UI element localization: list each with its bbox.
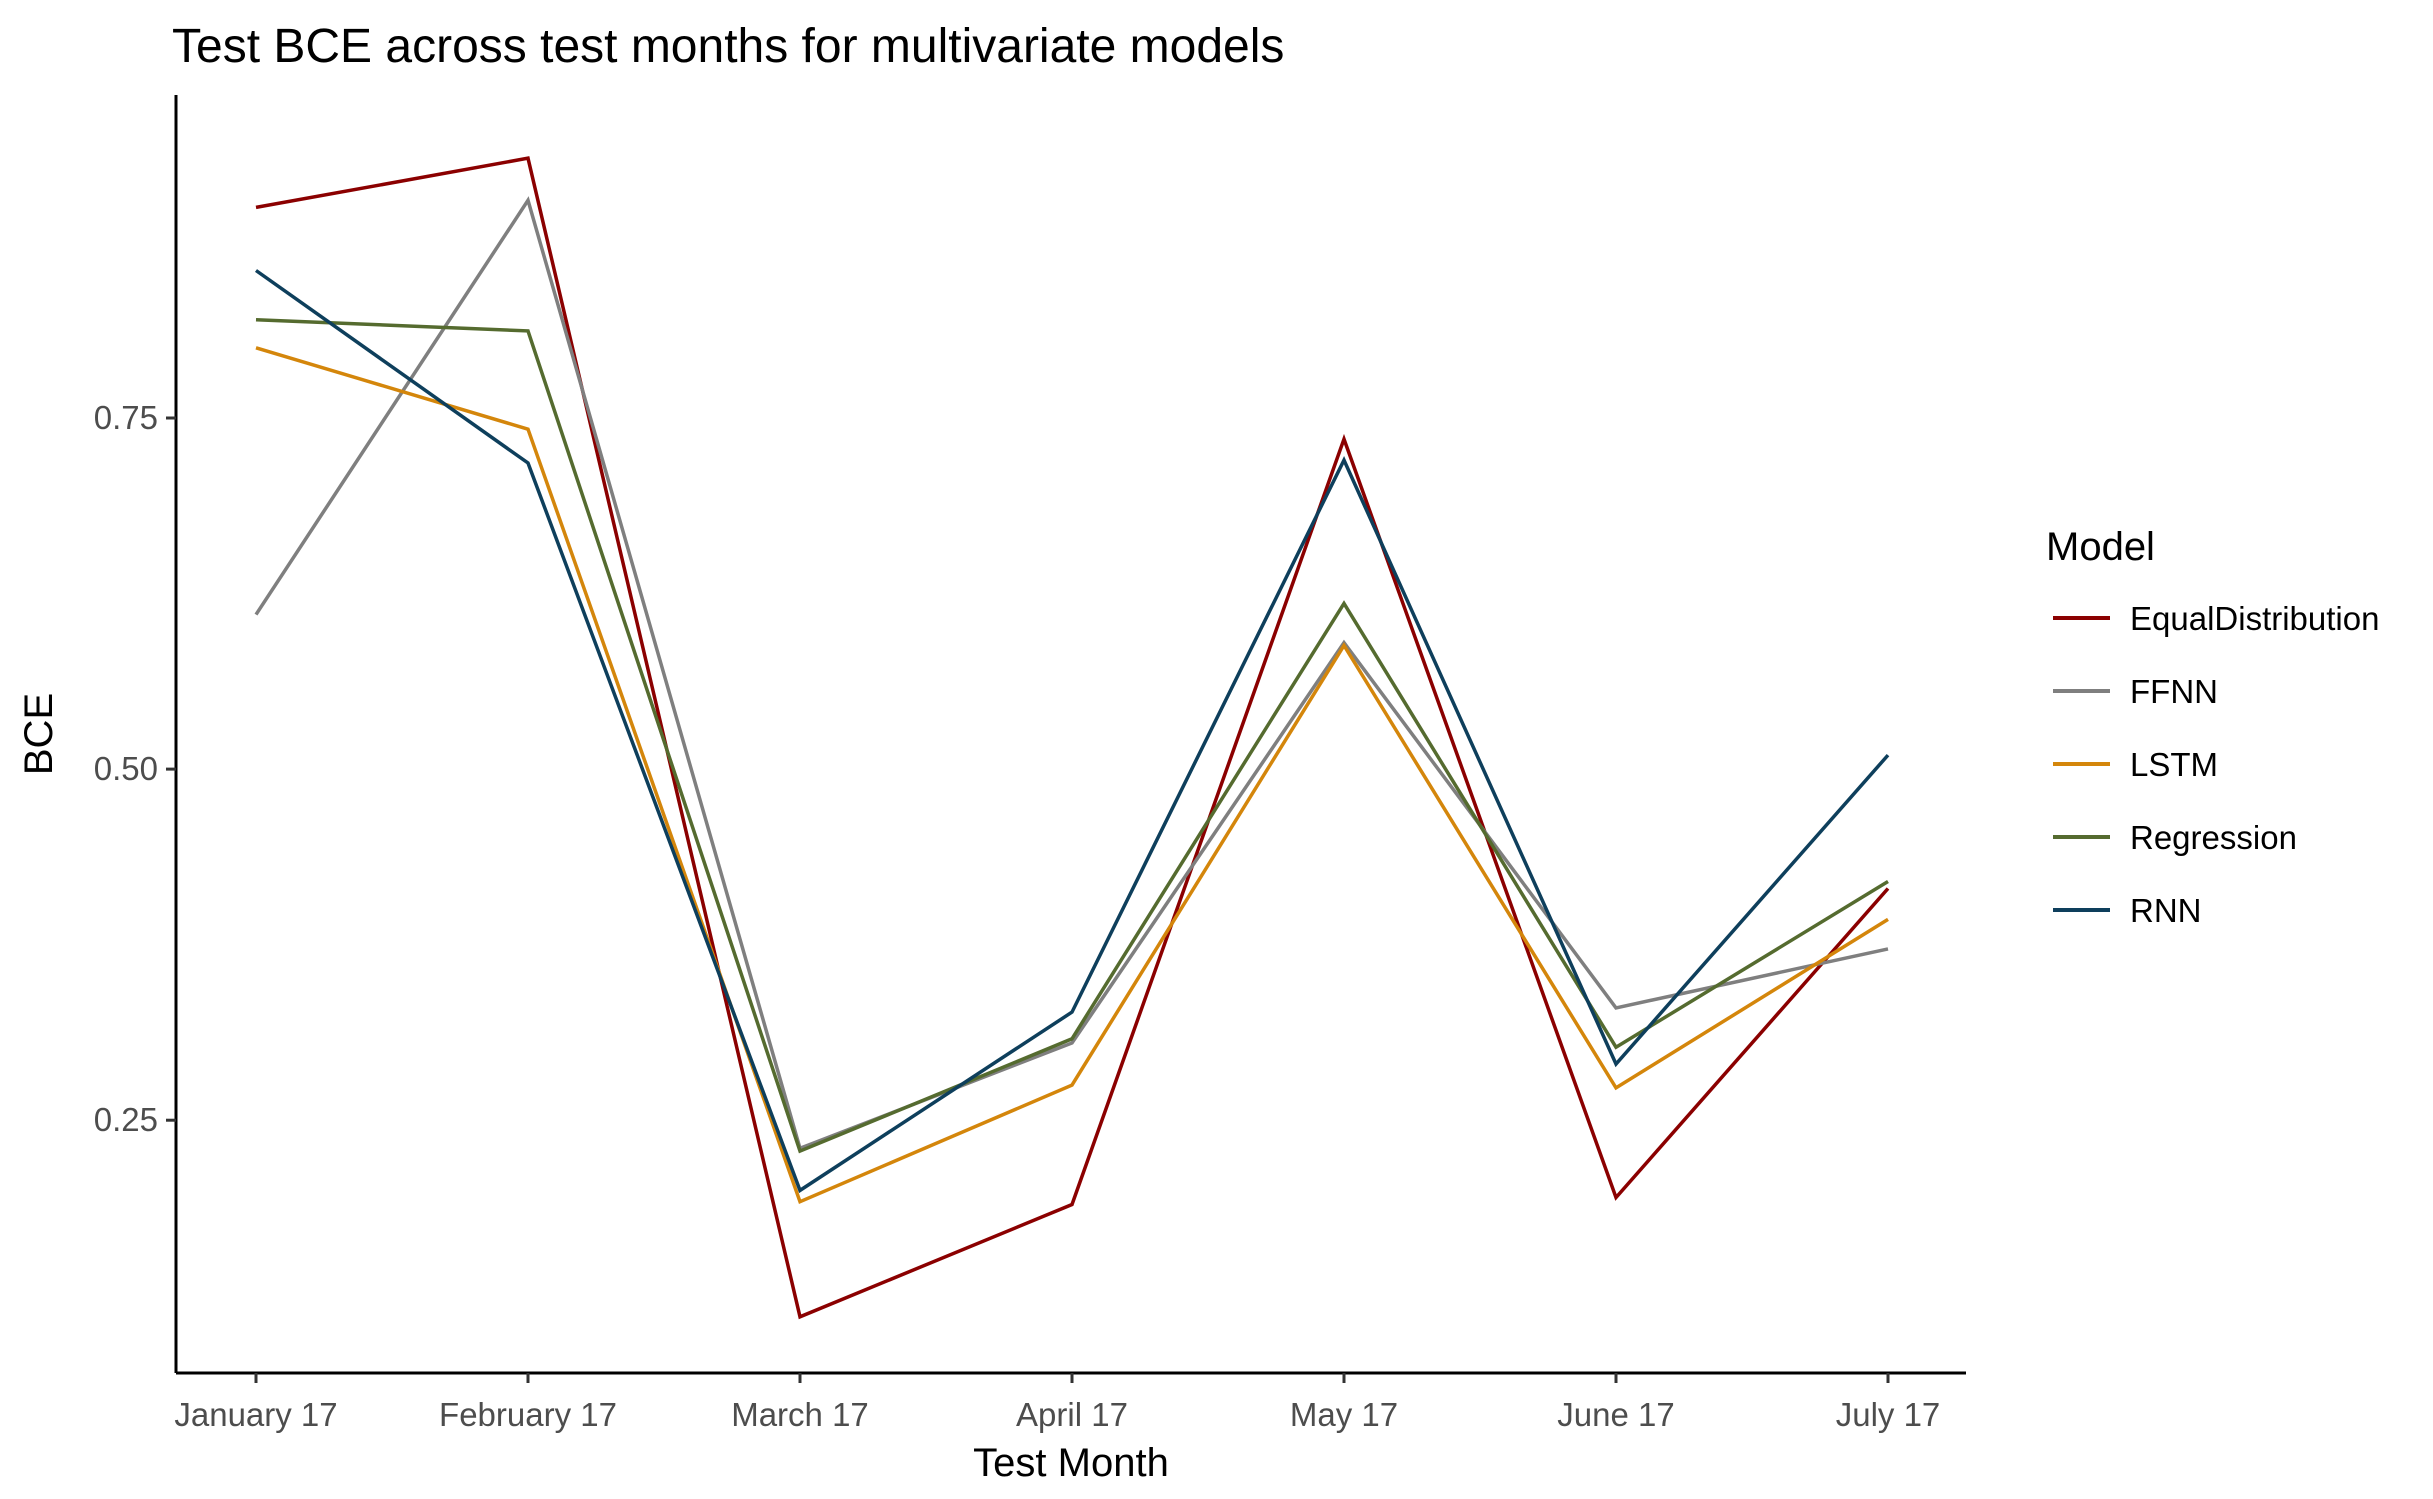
x-tick-label: April 17 (1016, 1396, 1128, 1433)
series-line-ffnn (254, 196, 1889, 1151)
x-tick-label: February 17 (439, 1396, 617, 1433)
plot-lines (254, 156, 1890, 1320)
x-tick-label: January 17 (174, 1396, 337, 1433)
legend-title: Model (2046, 525, 2155, 569)
series-line-regression (255, 317, 1889, 1154)
series-line-rnn (254, 269, 1890, 1194)
chart-title: Test BCE across test months for multivar… (172, 20, 1284, 73)
legend-label: Regression (2130, 819, 2297, 856)
x-tick-label: May 17 (1290, 1396, 1398, 1433)
series-line-equaldistribution (255, 156, 1890, 1320)
y-axis-ticks: 0.25 0.50 0.75 (94, 399, 176, 1138)
x-tick-label: July 17 (1836, 1396, 1941, 1433)
y-tick-label: 0.50 (94, 750, 158, 787)
x-axis-title: Test Month (973, 1441, 1169, 1485)
series-line-lstm (255, 346, 1889, 1205)
y-tick-label: 0.25 (94, 1101, 158, 1138)
legend-label: LSTM (2130, 746, 2218, 783)
y-axis-title: BCE (17, 693, 61, 775)
legend-label: EqualDistribution (2130, 600, 2379, 637)
legend: Model EqualDistribution FFNN LSTM Regressio… (2046, 525, 2379, 929)
legend-items: EqualDistribution FFNN LSTM Regression RNN (2053, 600, 2379, 929)
x-tick-label: March 17 (731, 1396, 869, 1433)
legend-label: FFNN (2130, 673, 2218, 710)
x-tick-label: June 17 (1557, 1396, 1674, 1433)
x-axis-ticks: January 17 February 17 March 17 April 17 May… (174, 1373, 1940, 1433)
y-tick-label: 0.75 (94, 399, 158, 436)
legend-label: RNN (2130, 892, 2202, 929)
